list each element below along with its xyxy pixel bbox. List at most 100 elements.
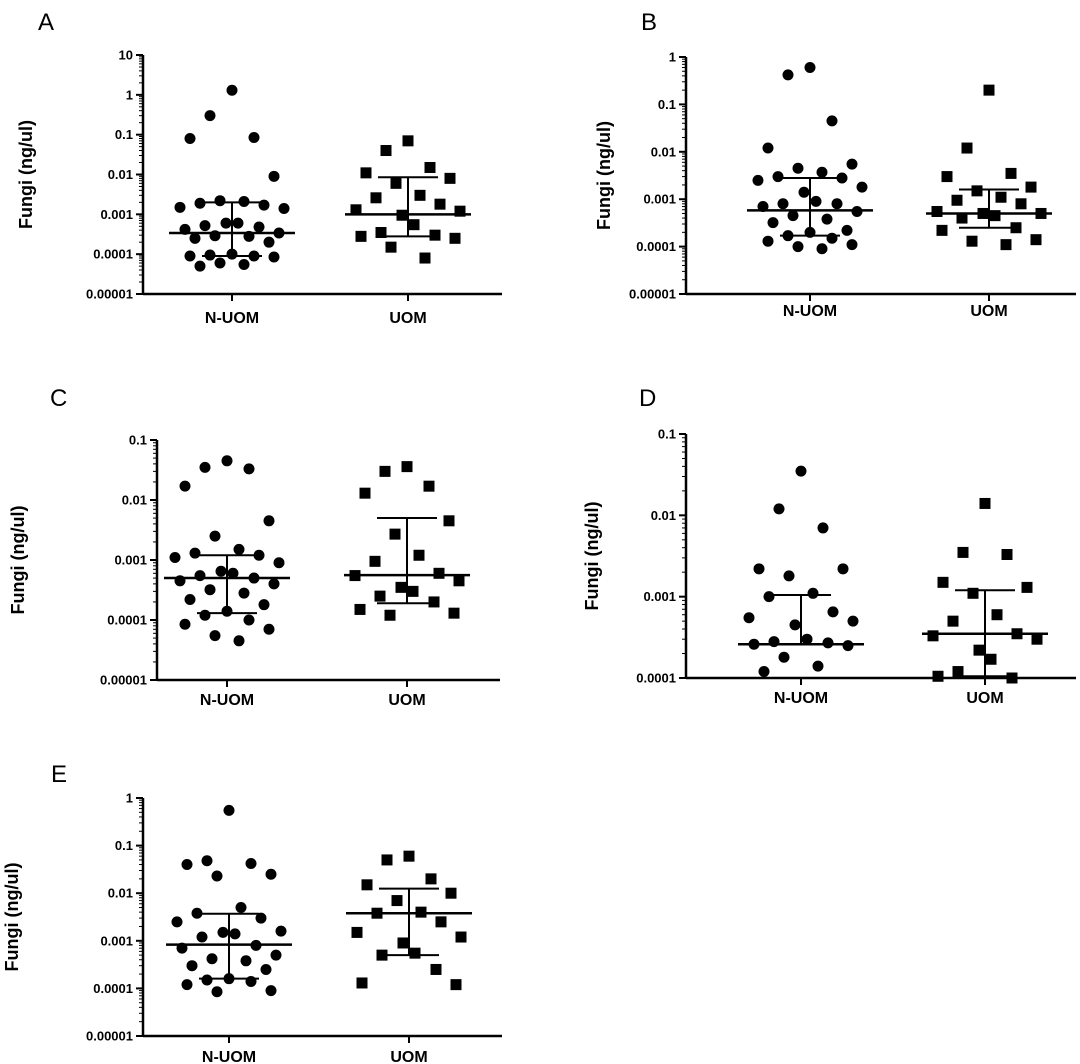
data-point (370, 192, 382, 204)
data-point (407, 585, 419, 597)
data-point (391, 895, 403, 907)
data-point (989, 210, 1001, 222)
data-point (748, 638, 760, 650)
data-point (414, 189, 426, 201)
data-point (757, 201, 769, 213)
data-point (268, 578, 280, 590)
data-point (199, 609, 211, 621)
data-point (831, 198, 843, 210)
data-point (229, 928, 241, 940)
data-point (1000, 239, 1012, 251)
data-point (841, 224, 853, 236)
data-point (1035, 207, 1047, 219)
data-point (434, 198, 446, 210)
x-tick-label: UOM (388, 692, 425, 709)
y-tick-label: 0.1 (658, 97, 676, 112)
data-point (211, 870, 223, 882)
data-point (209, 630, 221, 642)
data-point (181, 859, 193, 871)
data-point (768, 636, 780, 648)
data-point (1005, 167, 1017, 179)
y-tick-label: 0.01 (651, 144, 676, 159)
y-tick-label: 0.01 (122, 493, 147, 508)
data-point (956, 212, 968, 224)
data-point (395, 581, 407, 593)
data-point (991, 609, 1003, 621)
data-point (743, 612, 755, 624)
y-axis-label: Fungi (ng/ul) (2, 863, 22, 972)
data-point (184, 593, 196, 605)
data-point (448, 607, 460, 619)
data-point (967, 587, 979, 599)
data-point (349, 570, 361, 582)
data-point (265, 868, 277, 880)
data-point (826, 115, 838, 127)
data-point (375, 226, 387, 238)
data-point (449, 232, 461, 244)
data-point (179, 618, 191, 630)
y-tick-label: 0.001 (643, 192, 676, 207)
data-point (215, 565, 227, 577)
data-point (1010, 222, 1022, 234)
data-point (937, 576, 949, 588)
data-point (767, 217, 779, 229)
data-point (171, 916, 183, 928)
data-point (270, 949, 282, 961)
data-point (359, 487, 371, 499)
data-point (371, 907, 383, 919)
data-point (186, 960, 198, 972)
panel-b: B 0.00001 0.0001 0.001 0.01 0.1 1 Fungi (ng/ul)… (594, 9, 1076, 320)
data-point (444, 172, 456, 184)
y-tick-label: 1 (126, 87, 133, 102)
y-tick-label: 0.1 (115, 127, 133, 142)
y-tick-label: 0.001 (643, 589, 676, 604)
data-point (941, 171, 953, 183)
panel-a: A 0.00001 0.0001 0.001 0.01 0.1 1 10 Fungi (ng/u… (16, 9, 502, 327)
data-point (268, 170, 280, 182)
data-point (773, 503, 785, 515)
x-tick-label: UOM (970, 303, 1007, 320)
data-point (385, 241, 397, 253)
data-point (273, 557, 285, 569)
data-point (380, 145, 392, 157)
data-point (233, 543, 245, 555)
y-tick-label: 0.0001 (93, 981, 133, 996)
data-point (455, 931, 467, 943)
y-tick-label: 0.001 (114, 553, 147, 568)
y-tick-label: 0.0001 (636, 671, 676, 686)
data-point (817, 522, 829, 534)
data-point (209, 230, 221, 242)
y-axis-label: Fungi (ng/ul) (16, 120, 36, 229)
data-point (240, 955, 252, 967)
data-point (995, 191, 1007, 203)
data-point (798, 186, 810, 198)
data-point (360, 167, 372, 179)
data-point (189, 547, 201, 559)
data-point (201, 855, 213, 867)
data-point (403, 850, 415, 862)
data-point (795, 465, 807, 477)
data-point (415, 906, 427, 918)
data-point (971, 185, 983, 197)
data-point (851, 206, 863, 218)
y-tick-label: 0.00001 (86, 287, 133, 302)
data-point (433, 567, 445, 579)
data-point (847, 615, 859, 627)
data-point (369, 555, 381, 567)
data-point (1011, 628, 1023, 640)
data-point (179, 480, 191, 492)
data-point (1030, 234, 1042, 246)
data-point (1001, 548, 1013, 560)
data-point (235, 902, 247, 914)
data-point (789, 619, 801, 631)
data-point (227, 567, 239, 579)
data-point (443, 515, 455, 527)
data-point (445, 887, 457, 899)
data-point (856, 181, 868, 193)
y-axis-label: Fungi (ng/ul) (8, 506, 28, 615)
data-point (758, 666, 770, 678)
data-point (233, 635, 245, 647)
data-point (223, 973, 235, 985)
data-point (419, 252, 431, 264)
data-point (807, 587, 819, 599)
